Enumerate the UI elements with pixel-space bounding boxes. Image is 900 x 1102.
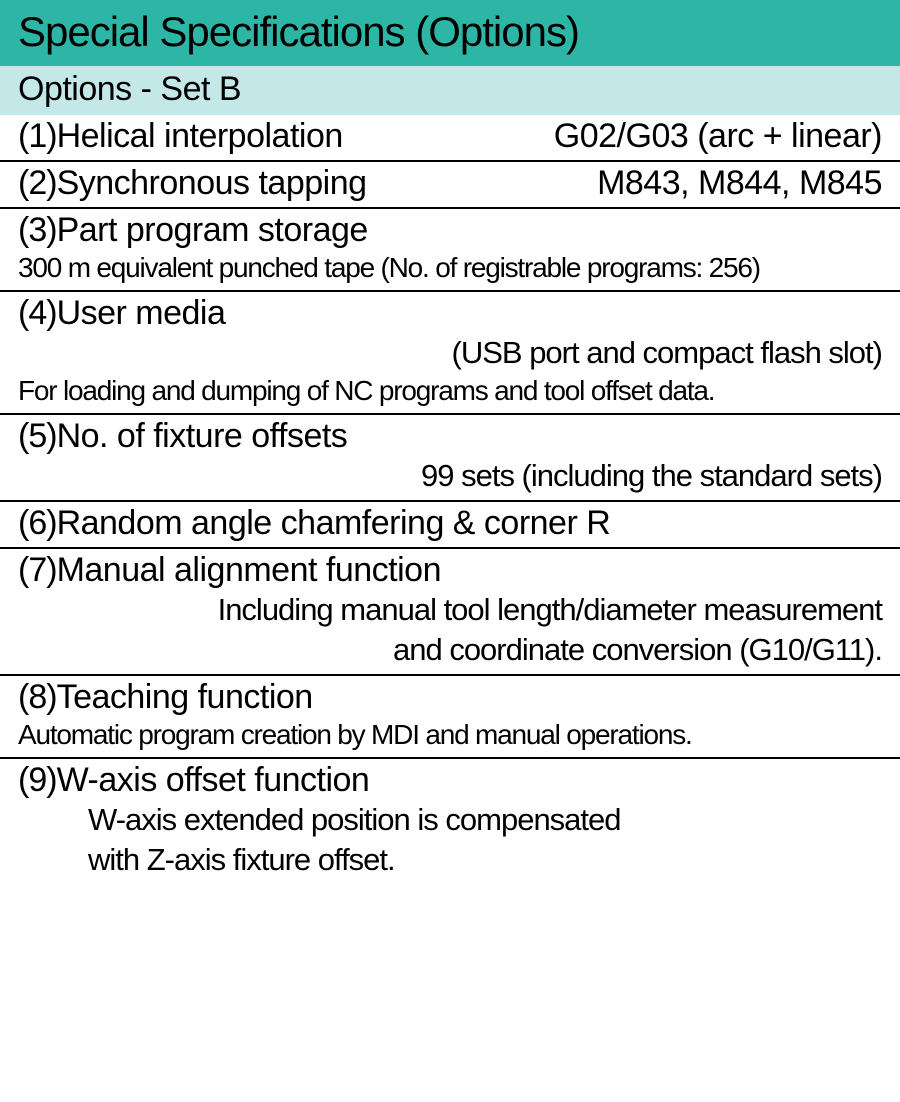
row-number: (9) — [18, 761, 57, 800]
row-detail: 99 sets (including the standard sets) — [18, 456, 882, 496]
row-number: (5) — [18, 417, 57, 456]
row-detail: 300 m equivalent punched tape (No. of re… — [18, 250, 882, 286]
table-row: (3) Part program storage 300 m equivalen… — [0, 209, 900, 292]
row-number: (4) — [18, 294, 57, 333]
table-row: (4) User media (USB port and compact fla… — [0, 292, 900, 415]
row-head: (9) W-axis offset function — [18, 761, 882, 800]
title-bar: Special Specifications (Options) — [0, 0, 900, 66]
row-label: User media — [57, 294, 226, 333]
row-detail: For loading and dumping of NC programs a… — [18, 373, 882, 409]
table-row: (7) Manual alignment function Including … — [0, 549, 900, 676]
row-number: (1) — [18, 117, 57, 156]
row-label: Part program storage — [57, 211, 368, 250]
row-head: (3) Part program storage — [18, 211, 882, 250]
row-value: M843, M844, M845 — [597, 164, 882, 203]
row-head: (6) Random angle chamfering & corner R — [18, 504, 882, 543]
row-detail: (USB port and compact flash slot) — [18, 333, 882, 373]
row-head: (8) Teaching function — [18, 678, 882, 717]
table-row: (6) Random angle chamfering & corner R — [0, 502, 900, 549]
row-head: (7) Manual alignment function — [18, 551, 882, 590]
row-detail: and coordinate conversion (G10/G11). — [18, 630, 882, 670]
row-label: Random angle chamfering & corner R — [57, 504, 611, 543]
row-number: (7) — [18, 551, 57, 590]
row-detail: Automatic program creation by MDI and ma… — [18, 717, 882, 753]
row-value: G02/G03 (arc + linear) — [554, 117, 882, 156]
table-row: (9) W-axis offset function W-axis extend… — [0, 759, 900, 884]
table-row: (2) Synchronous tapping M843, M844, M845 — [0, 162, 900, 209]
row-head: (2) Synchronous tapping M843, M844, M845 — [18, 164, 882, 203]
table-row: (8) Teaching function Automatic program … — [0, 676, 900, 759]
row-label: No. of fixture offsets — [57, 417, 348, 456]
row-label: Helical interpolation — [57, 117, 343, 156]
row-number: (3) — [18, 211, 57, 250]
row-detail: with Z-axis fixture offset. — [18, 840, 882, 880]
row-label: Manual alignment function — [57, 551, 441, 590]
row-detail: W-axis extended position is compensated — [18, 800, 882, 840]
row-number: (8) — [18, 678, 57, 717]
row-detail: Including manual tool length/diameter me… — [18, 590, 882, 630]
table-row: (1) Helical interpolation G02/G03 (arc +… — [0, 115, 900, 162]
row-label: W-axis offset function — [57, 761, 370, 800]
row-number: (6) — [18, 504, 57, 543]
row-label: Synchronous tapping — [57, 164, 367, 203]
row-head: (5) No. of fixture offsets — [18, 417, 882, 456]
row-head: (4) User media — [18, 294, 882, 333]
table-row: (5) No. of fixture offsets 99 sets (incl… — [0, 415, 900, 502]
subtitle-bar: Options - Set B — [0, 66, 900, 115]
row-number: (2) — [18, 164, 57, 203]
row-head: (1) Helical interpolation G02/G03 (arc +… — [18, 117, 882, 156]
spec-table: Special Specifications (Options) Options… — [0, 0, 900, 884]
row-label: Teaching function — [57, 678, 313, 717]
